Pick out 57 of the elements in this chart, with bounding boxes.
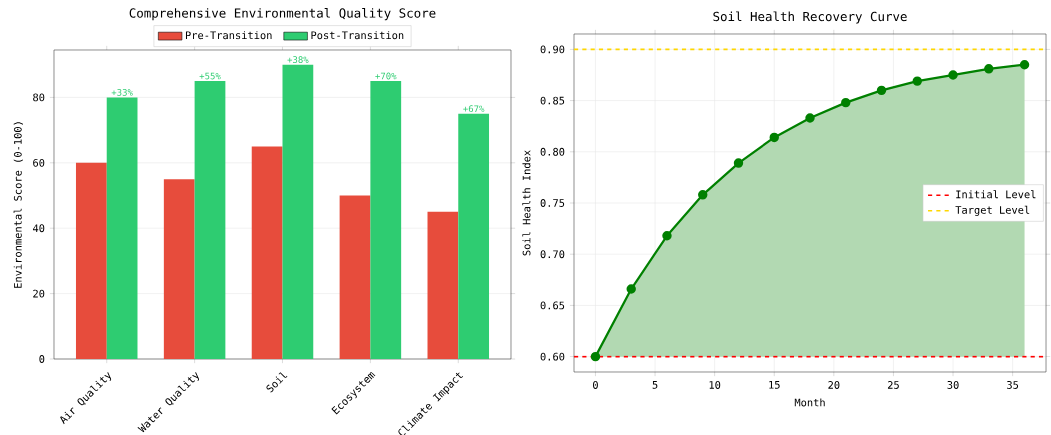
y-tick-label: 0.80 xyxy=(540,147,565,156)
point xyxy=(662,231,672,241)
y-tick-label: 0.85 xyxy=(540,96,565,105)
x-tick-label: 30 xyxy=(947,381,959,389)
x-tick-label: 15 xyxy=(769,381,780,389)
annotation: +33% xyxy=(111,88,133,96)
chart-title: Comprehensive Environmental Quality Score xyxy=(129,8,436,21)
x-tick-label: 35 xyxy=(1007,381,1019,389)
annotation: +67% xyxy=(463,105,485,113)
point xyxy=(626,284,636,294)
point xyxy=(1019,60,1030,70)
bar xyxy=(282,64,314,359)
point xyxy=(948,70,958,80)
y-tick-label: 0.75 xyxy=(540,199,565,207)
y-tick-label: 0.70 xyxy=(540,250,565,259)
bar xyxy=(370,81,402,359)
bar xyxy=(339,195,371,359)
legend-label: Pre-Transition xyxy=(185,31,272,40)
point xyxy=(590,351,601,362)
x-axis-title: Month xyxy=(794,398,825,407)
bar xyxy=(106,97,138,359)
bar xyxy=(458,113,490,359)
x-tick-label: 0 xyxy=(593,381,598,389)
chart-title: Soil Health Recovery Curve xyxy=(713,11,907,24)
point xyxy=(912,76,922,86)
annotation: +70% xyxy=(375,72,397,80)
point xyxy=(698,190,708,200)
y-tick-label: 0.90 xyxy=(540,45,565,54)
y-tick-label: 60 xyxy=(33,158,45,167)
y-tick-label: 80 xyxy=(33,93,45,102)
legend-label: Initial Level xyxy=(956,190,1036,199)
x-tick-label: 10 xyxy=(709,381,721,389)
y-tick-label: 0 xyxy=(39,355,45,363)
point xyxy=(984,64,994,74)
point xyxy=(805,113,815,123)
point xyxy=(769,132,779,143)
y-tick-label: 20 xyxy=(33,289,45,298)
y-tick-label: 0.60 xyxy=(540,352,565,361)
bar xyxy=(75,162,107,359)
point xyxy=(841,97,851,108)
y-tick-label: 0.65 xyxy=(540,301,565,310)
y-axis-title: Environmental Score (0-100) xyxy=(13,122,23,288)
annotation: +55% xyxy=(199,72,221,80)
x-tick-label: 25 xyxy=(887,381,899,389)
x-tick-label: 20 xyxy=(828,381,840,389)
x-tick-label: 5 xyxy=(652,381,658,389)
point xyxy=(876,85,887,96)
y-axis-title: Soil Health Index xyxy=(522,150,531,256)
annotation: +38% xyxy=(287,56,309,64)
bar xyxy=(194,81,226,359)
bar xyxy=(427,211,459,359)
bar xyxy=(251,146,283,359)
point xyxy=(733,158,744,168)
y-tick-label: 40 xyxy=(32,224,45,233)
legend-label: Target Level xyxy=(955,205,1030,216)
legend-label: Post-Transition xyxy=(311,31,404,40)
bar xyxy=(163,179,195,359)
